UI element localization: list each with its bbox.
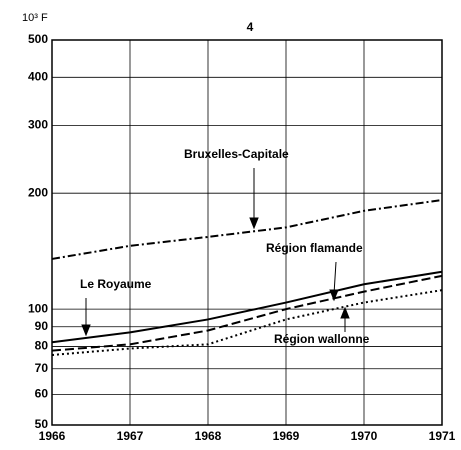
y-tick-label: 90 [35,319,49,333]
chart-title: 4 [247,20,254,34]
x-tick-label: 1968 [195,429,222,443]
y-unit: 10³ F [22,12,48,24]
series-label: Le Royaume [80,277,152,291]
x-tick-label: 1967 [117,429,144,443]
y-tick-label: 300 [28,118,48,132]
y-tick-label: 80 [35,339,49,353]
y-tick-label: 100 [28,301,48,315]
series-line [51,274,443,352]
series-line [51,289,443,356]
series-label: Bruxelles-Capitale [184,147,289,161]
plot-frame [51,39,443,426]
x-tick-label: 1970 [351,429,378,443]
y-tick-label: 50 [35,417,49,431]
series-label: Région flamande [266,241,363,255]
arrows [81,168,350,337]
y-tick-label: 60 [35,387,49,401]
y-tick-label: 500 [28,32,48,46]
x-tick-label: 1966 [39,429,66,443]
y-tick-label: 200 [28,185,48,199]
series-line [51,270,443,344]
x-tick-label: 1971 [429,429,456,443]
series-line [51,199,443,260]
y-tick-label: 400 [28,69,48,83]
y-tick-label: 70 [35,361,49,375]
x-tick-label: 1969 [273,429,300,443]
series-label: Région wallonne [274,332,370,346]
